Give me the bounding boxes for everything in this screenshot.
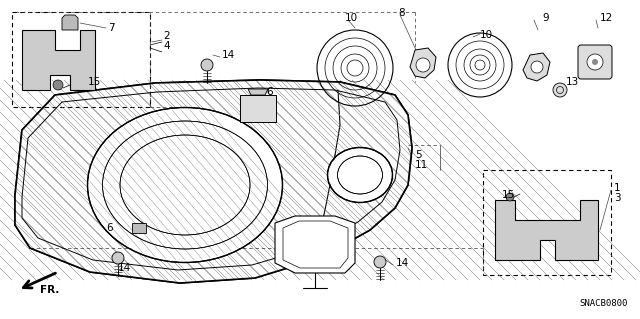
- Ellipse shape: [328, 149, 392, 202]
- Polygon shape: [62, 15, 78, 30]
- Text: 1: 1: [614, 183, 621, 193]
- Circle shape: [592, 59, 598, 65]
- Text: 4: 4: [163, 41, 170, 51]
- Text: 6: 6: [266, 87, 273, 97]
- Ellipse shape: [90, 109, 280, 261]
- Circle shape: [553, 83, 567, 97]
- Circle shape: [374, 256, 386, 268]
- Ellipse shape: [88, 108, 282, 262]
- Text: 8: 8: [398, 8, 404, 18]
- Circle shape: [53, 80, 63, 90]
- Text: 10: 10: [345, 13, 358, 23]
- Polygon shape: [495, 200, 598, 260]
- Polygon shape: [15, 80, 412, 283]
- Text: 15: 15: [88, 77, 101, 87]
- FancyBboxPatch shape: [578, 45, 612, 79]
- Text: FR.: FR.: [40, 285, 60, 295]
- Circle shape: [201, 59, 213, 71]
- Circle shape: [531, 61, 543, 73]
- Polygon shape: [523, 53, 550, 81]
- Ellipse shape: [329, 149, 391, 201]
- Text: 2: 2: [163, 31, 170, 41]
- Text: 14: 14: [396, 258, 409, 268]
- Polygon shape: [22, 30, 95, 90]
- Text: 14: 14: [118, 263, 131, 273]
- Polygon shape: [248, 89, 268, 95]
- Circle shape: [112, 252, 124, 264]
- Text: SNACB0800: SNACB0800: [580, 299, 628, 308]
- Text: 14: 14: [222, 50, 236, 60]
- Polygon shape: [22, 88, 400, 270]
- Text: 3: 3: [614, 193, 621, 203]
- Text: 15: 15: [502, 190, 515, 200]
- Polygon shape: [275, 216, 355, 273]
- Polygon shape: [240, 95, 276, 122]
- Text: 12: 12: [600, 13, 613, 23]
- Text: 7: 7: [108, 23, 115, 33]
- Text: 11: 11: [415, 160, 428, 170]
- Text: 9: 9: [542, 13, 548, 23]
- Circle shape: [416, 58, 430, 72]
- Text: 13: 13: [566, 77, 579, 87]
- Polygon shape: [132, 223, 146, 233]
- Text: 10: 10: [480, 30, 493, 40]
- Circle shape: [506, 193, 514, 201]
- Polygon shape: [410, 48, 436, 78]
- Text: 6: 6: [106, 223, 113, 233]
- Circle shape: [587, 54, 603, 70]
- Text: 5: 5: [415, 150, 422, 160]
